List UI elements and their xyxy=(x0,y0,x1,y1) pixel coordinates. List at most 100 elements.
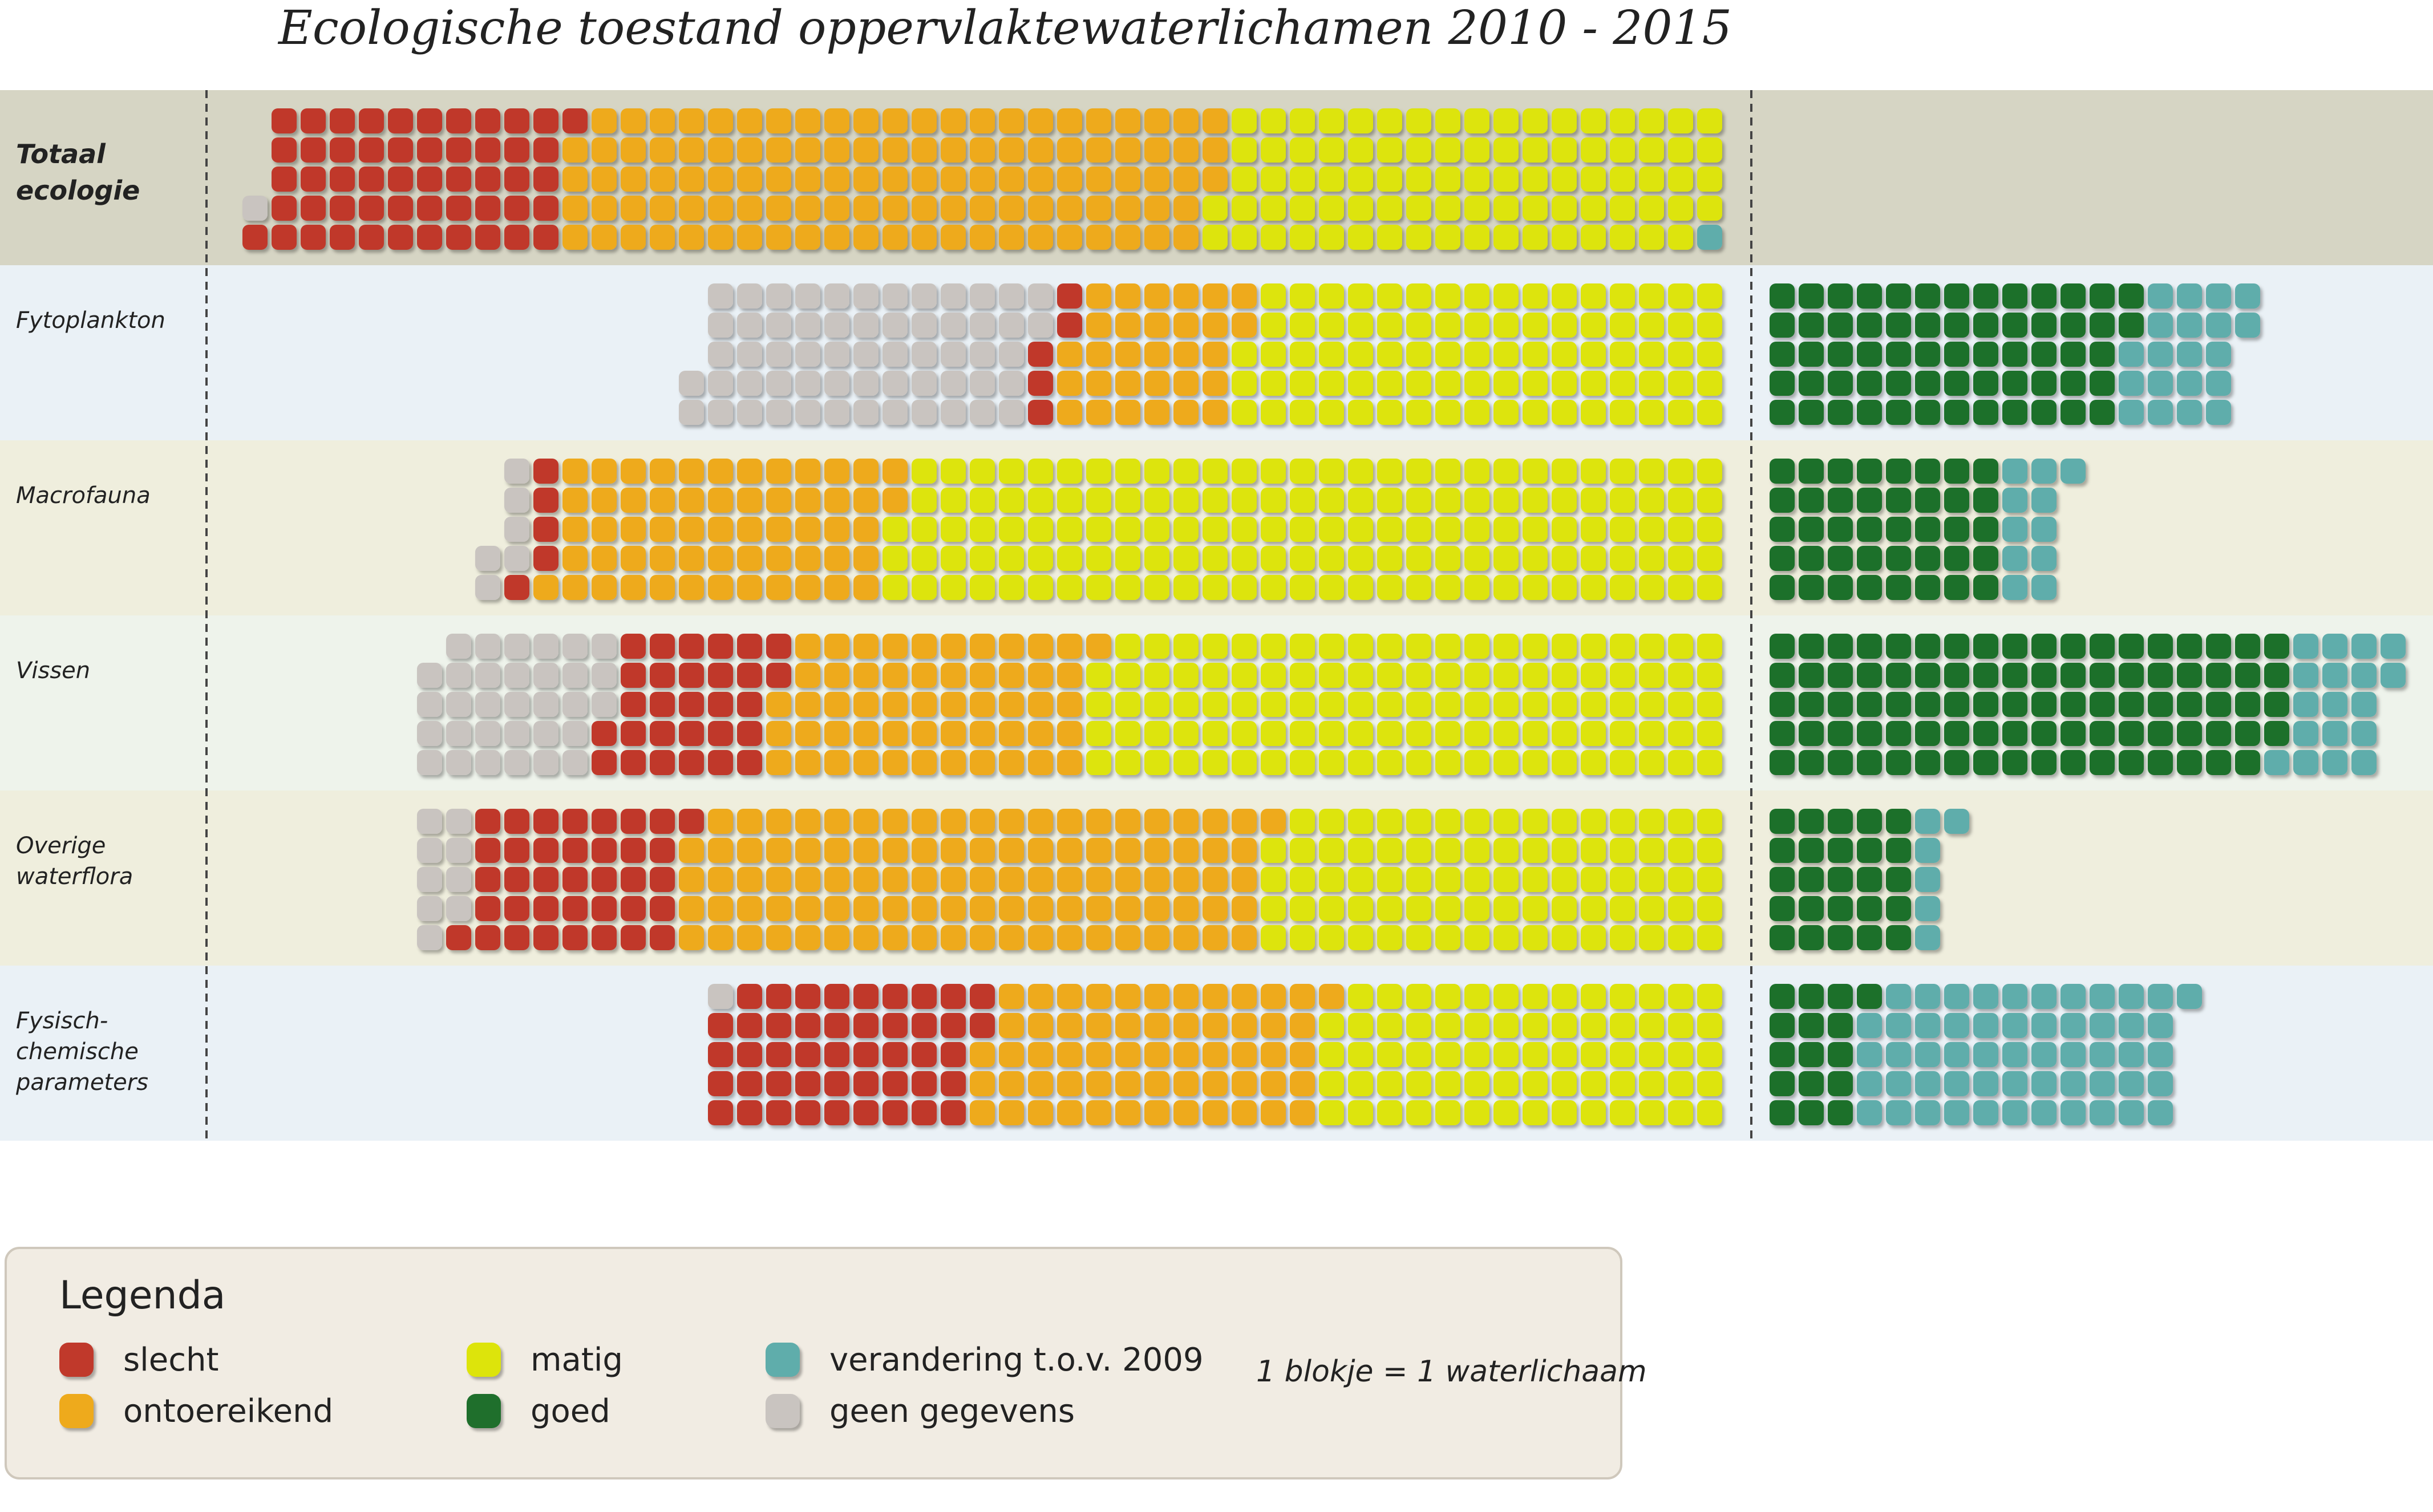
block-fysisch-chemische-parameters-goed xyxy=(1799,984,1824,1009)
block-vissen-matig xyxy=(1435,750,1460,775)
block-vissen-slecht xyxy=(650,721,675,746)
block-macrofauna-matig xyxy=(1290,546,1315,571)
block-macrofauna-matig xyxy=(1523,546,1548,571)
block-vissen-geen-gegevens xyxy=(533,721,558,746)
block-overige-waterflora-ontoereikend xyxy=(912,809,937,834)
block-vissen-geen-gegevens xyxy=(417,663,442,688)
block-fytoplankton-matig xyxy=(1290,371,1315,396)
block-fysisch-chemische-parameters-verandering xyxy=(2148,1042,2173,1067)
block-totaal-ecologie-slecht xyxy=(417,225,442,250)
block-fysisch-chemische-parameters-verandering xyxy=(2148,1013,2173,1038)
block-overige-waterflora-slecht xyxy=(562,896,588,921)
block-totaal-ecologie-ontoereikend xyxy=(562,196,588,221)
block-vissen-geen-gegevens xyxy=(504,634,529,659)
block-macrofauna-goed xyxy=(1828,575,1853,600)
block-macrofauna-matig xyxy=(999,488,1024,513)
block-fytoplankton-matig xyxy=(1697,342,1722,367)
block-vissen-ontoereikend xyxy=(999,634,1024,659)
block-totaal-ecologie-matig xyxy=(1610,196,1635,221)
block-fysisch-chemische-parameters-matig xyxy=(1319,1100,1344,1125)
block-vissen-matig xyxy=(1523,663,1548,688)
block-overige-waterflora-matig xyxy=(1610,896,1635,921)
block-fysisch-chemische-parameters-slecht xyxy=(824,1071,849,1096)
block-overige-waterflora-ontoereikend xyxy=(824,838,849,863)
block-fytoplankton-geen-gegevens xyxy=(795,313,820,338)
block-fysisch-chemische-parameters-ontoereikend xyxy=(1057,984,1082,1009)
block-fysisch-chemische-parameters-matig xyxy=(1668,1042,1693,1067)
block-totaal-ecologie-slecht xyxy=(272,108,297,133)
block-totaal-ecologie-ontoereikend xyxy=(853,225,879,250)
block-macrofauna-goed xyxy=(1973,546,1998,571)
block-totaal-ecologie-ontoereikend xyxy=(1086,196,1111,221)
block-vissen-goed xyxy=(2031,750,2056,775)
block-overige-waterflora-matig xyxy=(1261,838,1286,863)
block-overige-waterflora-slecht xyxy=(504,809,529,834)
block-fysisch-chemische-parameters-matig xyxy=(1668,1100,1693,1125)
block-overige-waterflora-goed xyxy=(1770,838,1795,863)
block-overige-waterflora-slecht xyxy=(592,925,617,950)
block-fysisch-chemische-parameters-ontoereikend xyxy=(1115,1042,1140,1067)
block-macrofauna-ontoereikend xyxy=(882,459,908,484)
block-macrofauna-matig xyxy=(1668,459,1693,484)
block-vissen-goed xyxy=(1828,634,1853,659)
block-overige-waterflora-ontoereikend xyxy=(1232,809,1257,834)
block-vissen-goed xyxy=(1770,663,1795,688)
block-totaal-ecologie-matig xyxy=(1523,137,1548,163)
block-vissen-geen-gegevens xyxy=(592,692,617,717)
block-vissen-slecht xyxy=(708,721,733,746)
block-macrofauna-matig xyxy=(1406,488,1431,513)
block-macrofauna-goed xyxy=(1857,546,1882,571)
block-fysisch-chemische-parameters-goed xyxy=(1770,1042,1795,1067)
block-vissen-matig xyxy=(1697,692,1722,717)
unit-note: 1 blokje = 1 waterlichaam xyxy=(1256,1355,1647,1389)
block-vissen-ontoereikend xyxy=(853,692,879,717)
block-macrofauna-matig xyxy=(999,517,1024,542)
block-overige-waterflora-ontoereikend xyxy=(1144,896,1169,921)
block-totaal-ecologie-ontoereikend xyxy=(562,167,588,192)
block-totaal-ecologie-ontoereikend xyxy=(650,196,675,221)
block-vissen-goed xyxy=(1973,721,1998,746)
block-overige-waterflora-matig xyxy=(1464,838,1489,863)
block-totaal-ecologie-ontoereikend xyxy=(679,225,704,250)
block-fysisch-chemische-parameters-matig xyxy=(1523,1042,1548,1067)
block-fytoplankton-matig xyxy=(1261,283,1286,309)
block-fytoplankton-goed xyxy=(2090,400,2115,425)
block-totaal-ecologie-matig xyxy=(1493,225,1519,250)
block-vissen-geen-gegevens xyxy=(562,634,588,659)
block-fysisch-chemische-parameters-verandering xyxy=(2090,1071,2115,1096)
block-vissen-goed xyxy=(2148,721,2173,746)
block-fysisch-chemische-parameters-verandering xyxy=(2148,984,2173,1009)
block-vissen-slecht xyxy=(737,721,762,746)
block-vissen-slecht xyxy=(621,634,646,659)
block-totaal-ecologie-ontoereikend xyxy=(795,108,820,133)
block-macrofauna-matig xyxy=(1697,517,1722,542)
block-macrofauna-matig xyxy=(1144,546,1169,571)
block-totaal-ecologie-matig xyxy=(1348,137,1373,163)
block-totaal-ecologie-matig xyxy=(1377,196,1402,221)
block-vissen-goed xyxy=(1886,721,1911,746)
block-fytoplankton-ontoereikend xyxy=(1203,371,1228,396)
block-vissen-matig xyxy=(1261,663,1286,688)
block-overige-waterflora-ontoereikend xyxy=(941,925,966,950)
block-totaal-ecologie-slecht xyxy=(504,108,529,133)
row-label-macrofauna: Macrofauna xyxy=(16,483,151,509)
block-fytoplankton-matig xyxy=(1552,283,1577,309)
block-vissen-matig xyxy=(1232,634,1257,659)
block-fysisch-chemische-parameters-matig xyxy=(1406,1071,1431,1096)
block-fysisch-chemische-parameters-verandering xyxy=(2002,1042,2027,1067)
block-fytoplankton-ontoereikend xyxy=(1086,371,1111,396)
block-totaal-ecologie-ontoereikend xyxy=(795,225,820,250)
block-fysisch-chemische-parameters-matig xyxy=(1377,1100,1402,1125)
block-vissen-matig xyxy=(1668,663,1693,688)
block-totaal-ecologie-matig xyxy=(1377,137,1402,163)
block-macrofauna-ontoereikend xyxy=(766,575,791,600)
block-fytoplankton-matig xyxy=(1523,283,1548,309)
block-totaal-ecologie-ontoereikend xyxy=(592,108,617,133)
block-vissen-verandering xyxy=(2351,692,2377,717)
block-fytoplankton-goed xyxy=(1828,283,1853,309)
block-totaal-ecologie-slecht xyxy=(330,167,355,192)
block-fytoplankton-ontoereikend xyxy=(1232,313,1257,338)
block-fysisch-chemische-parameters-ontoereikend xyxy=(999,1042,1024,1067)
block-fytoplankton-matig xyxy=(1464,283,1489,309)
block-fytoplankton-matig xyxy=(1552,313,1577,338)
